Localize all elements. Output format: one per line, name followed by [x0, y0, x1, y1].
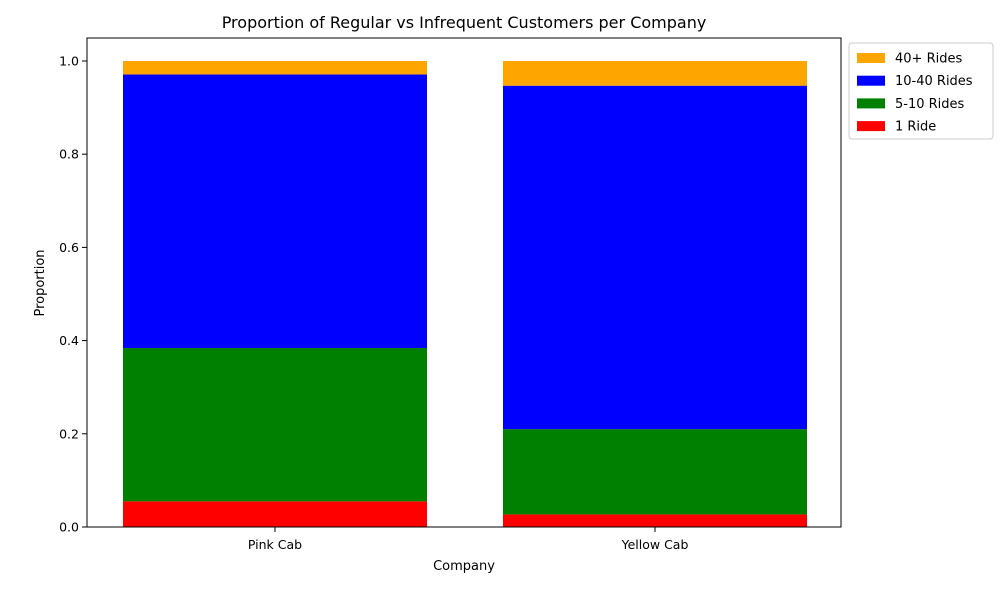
legend-swatch: [857, 75, 885, 86]
y-tick-label: 0.8: [59, 147, 79, 162]
legend-frame: [848, 42, 994, 140]
legend: 40+ Rides 10-40 Rides 5-10 Rides 1 Ride: [848, 42, 994, 140]
y-axis-label: Proportion: [33, 249, 48, 316]
y-tick-label: 0.6: [59, 240, 79, 255]
bar-yellow-cab-40-rides: [503, 61, 807, 86]
y-tick-label: 1.0: [59, 54, 79, 69]
legend-label: 40+ Rides: [895, 52, 962, 67]
bar-pink-cab-5-10-rides: [123, 348, 427, 502]
x-tick-label: Pink Cab: [248, 537, 302, 552]
chart-title: Proportion of Regular vs Infrequent Cust…: [222, 13, 707, 32]
bar-pink-cab-1-ride: [123, 501, 427, 527]
bar-yellow-cab-5-10-rides: [503, 429, 807, 515]
y-tick-label: 0.4: [59, 333, 79, 348]
legend-label: 10-40 Rides: [895, 74, 973, 89]
y-tick-label: 0.2: [59, 426, 79, 441]
bar-pink-cab-10-40-rides: [123, 74, 427, 349]
x-tick-label: Yellow Cab: [621, 537, 689, 552]
bar-pink-cab-40-rides: [123, 61, 427, 75]
legend-swatch: [857, 53, 885, 63]
y-tick-label: 0.0: [59, 520, 79, 535]
bar-yellow-cab-1-ride: [503, 514, 807, 527]
x-axis-label: Company: [433, 559, 495, 574]
bars-layer: [123, 61, 807, 527]
x-axis: Pink Cab Yellow Cab: [248, 527, 689, 552]
plot-frame: [86, 37, 842, 528]
y-axis: 0.0 0.2 0.4 0.6 0.8 1.0: [59, 54, 87, 535]
legend-label: 1 Ride: [895, 120, 936, 135]
bar-yellow-cab-10-40-rides: [503, 85, 807, 430]
legend-label: 5-10 Rides: [895, 97, 965, 112]
legend-swatch: [857, 121, 885, 132]
legend-swatch: [857, 98, 885, 109]
